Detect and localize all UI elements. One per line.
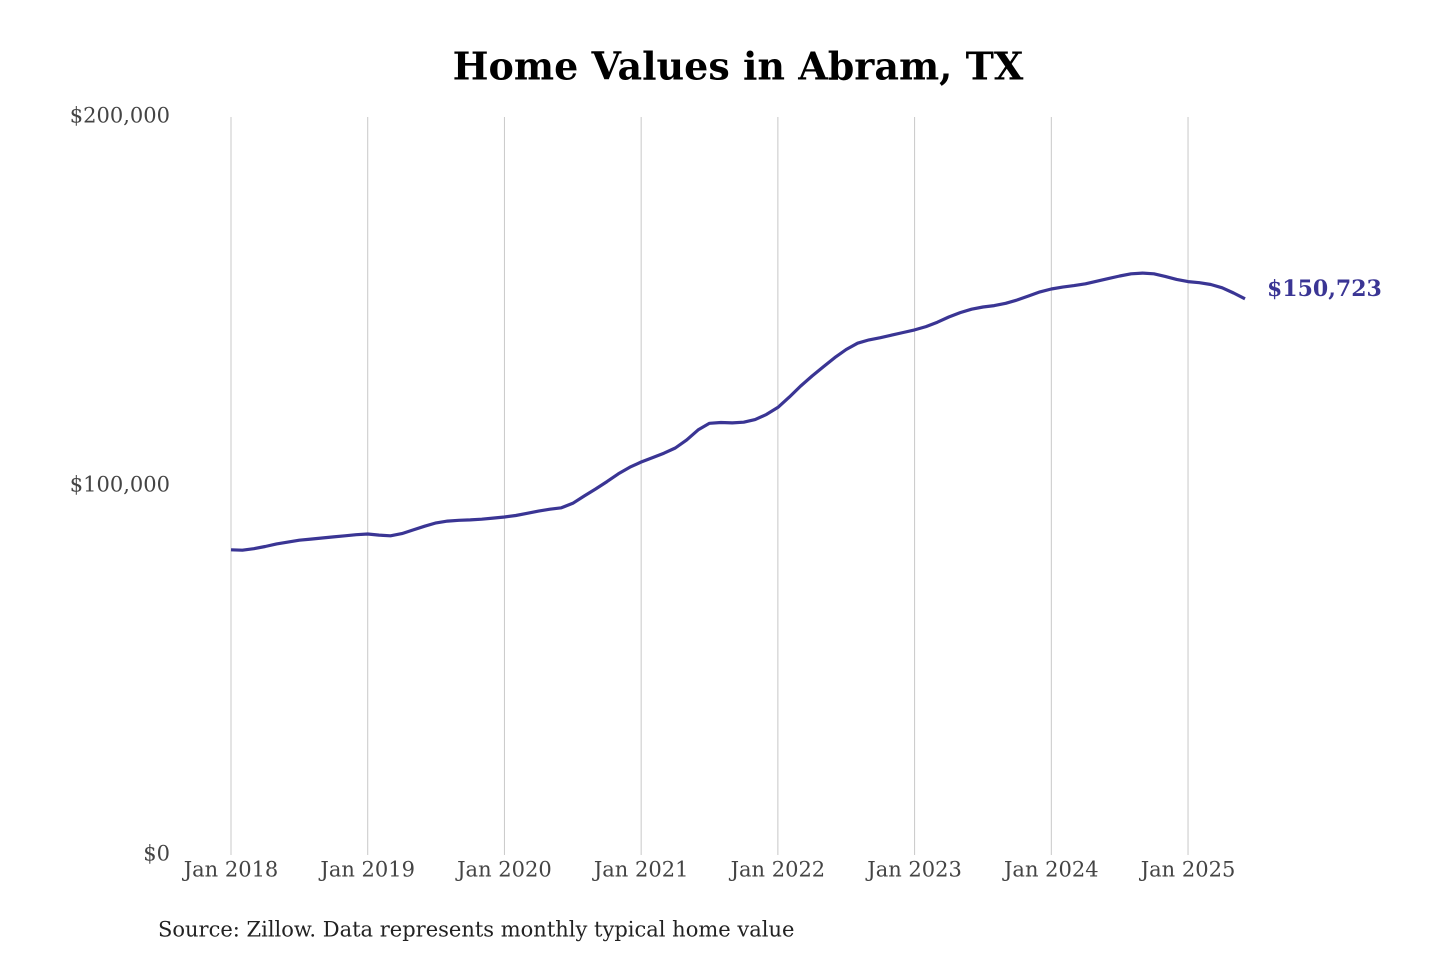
y-tick-label: $100,000 [70,473,170,497]
x-tick-label: Jan 2022 [729,858,826,882]
x-tick-label: Jan 2023 [865,858,962,882]
y-tick-label: $0 [143,842,170,866]
x-tick-label: Jan 2019 [318,858,415,882]
y-tick-label: $200,000 [70,104,170,128]
chart-title: Home Values in Abram, TX [453,44,1024,89]
series-line [230,271,1246,552]
value-label: $150,723 [1267,276,1382,302]
source-note: Source: Zillow. Data represents monthly … [158,918,794,942]
x-tick-label: Jan 2020 [455,858,552,882]
x-tick-label: Jan 2024 [1002,858,1099,882]
x-tick-label: Jan 2025 [1139,858,1236,882]
x-tick-label: Jan 2021 [592,858,689,882]
x-tick-label: Jan 2018 [182,858,279,882]
